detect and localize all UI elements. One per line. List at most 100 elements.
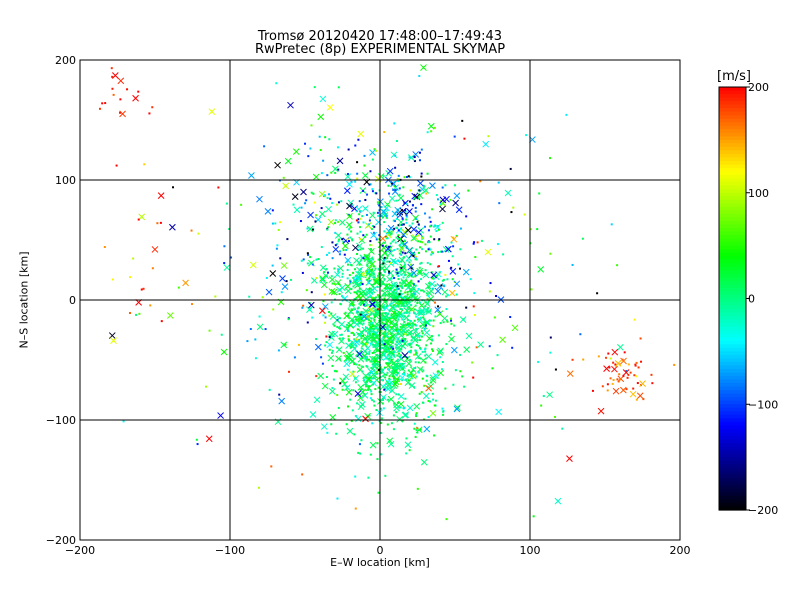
scatter-point — [393, 288, 396, 291]
scatter-point-cross — [410, 226, 418, 233]
scatter-point-cross — [318, 190, 326, 198]
scatter-point-cross — [354, 390, 362, 397]
colorbar-segment — [719, 319, 746, 324]
scatter-point — [367, 476, 370, 479]
scatter-point — [369, 273, 372, 276]
scatter-point — [418, 266, 421, 269]
scatter-point — [412, 353, 415, 356]
scatter-point — [381, 321, 384, 324]
scatter-point — [365, 233, 368, 236]
colorbar-segment — [719, 199, 746, 204]
scatter-point — [361, 370, 364, 373]
scatter-point — [390, 386, 393, 389]
scatter-point — [399, 237, 402, 240]
scatter-point — [512, 206, 515, 209]
scatter-point — [427, 241, 430, 244]
scatter-point-cross — [391, 322, 398, 330]
colorbar-segment — [719, 217, 746, 222]
scatter-point — [383, 373, 386, 376]
scatter-point — [366, 315, 369, 318]
scatter-point — [403, 371, 406, 374]
scatter-point — [300, 206, 303, 209]
scatter-point — [472, 305, 475, 308]
scatter-point — [365, 213, 368, 216]
scatter-point — [366, 193, 369, 196]
scatter-point-cross — [406, 372, 414, 380]
scatter-point — [370, 341, 373, 344]
scatter-point-cross — [319, 95, 327, 103]
scatter-point-cross — [511, 324, 519, 332]
scatter-point — [346, 277, 349, 280]
scatter-point — [446, 278, 449, 281]
scatter-point — [387, 349, 390, 352]
scatter-point — [351, 238, 354, 241]
scatter-point-cross — [111, 72, 119, 79]
x-axis-label: E–W location [km] — [330, 556, 430, 569]
scatter-point — [398, 293, 401, 296]
scatter-point — [354, 268, 357, 271]
scatter-point-cross — [151, 246, 159, 253]
scatter-point — [414, 210, 417, 213]
scatter-point — [390, 230, 393, 233]
scatter-point-cross — [344, 173, 352, 180]
scatter-point — [400, 223, 403, 226]
colorbar-segment — [719, 495, 746, 501]
scatter-point — [424, 225, 427, 228]
scatter-point — [401, 419, 404, 422]
scatter-point — [376, 442, 379, 445]
scatter-point — [401, 362, 404, 365]
scatter-point — [399, 325, 402, 328]
scatter-point — [328, 348, 331, 351]
scatter-point — [420, 330, 423, 333]
scatter-point — [409, 326, 412, 329]
scatter-point — [432, 276, 435, 279]
scatter-point — [381, 244, 384, 247]
scatter-point — [376, 211, 379, 214]
scatter-point-cross — [364, 222, 372, 229]
colorbar-segment — [719, 94, 746, 99]
scatter-point-cross — [328, 387, 336, 395]
scatter-point — [601, 385, 604, 388]
scatter-point — [579, 333, 582, 336]
scatter-point — [367, 282, 370, 285]
scatter-point — [433, 126, 436, 129]
scatter-point — [356, 307, 359, 310]
scatter-point — [301, 271, 304, 274]
scatter-point — [422, 184, 425, 187]
scatter-point — [366, 365, 369, 368]
scatter-point-cross — [355, 415, 362, 423]
scatter-point-cross — [423, 318, 431, 326]
scatter-point-cross — [274, 161, 281, 169]
scatter-point — [350, 419, 353, 422]
scatter-point — [405, 295, 408, 298]
scatter-point — [362, 338, 365, 341]
scatter-point — [111, 278, 114, 281]
scatter-point — [388, 272, 391, 275]
scatter-point — [372, 272, 375, 275]
scatter-point — [401, 318, 404, 321]
scatter-point — [388, 192, 391, 195]
scatter-point — [410, 335, 413, 338]
scatter-point — [362, 311, 365, 314]
scatter-point-cross — [407, 154, 415, 161]
scatter-point — [431, 348, 434, 351]
scatter-point-cross — [620, 386, 627, 394]
scatter-point — [362, 365, 365, 368]
scatter-point — [352, 370, 355, 373]
scatter-point — [341, 272, 344, 275]
scatter-point — [377, 202, 380, 205]
scatter-point-cross — [334, 271, 341, 278]
colorbar-segment — [719, 443, 746, 448]
scatter-point — [383, 241, 386, 244]
scatter-point — [335, 370, 338, 373]
scatter-point-cross — [390, 312, 398, 320]
scatter-point — [445, 308, 448, 311]
scatter-point — [353, 291, 356, 294]
scatter-point — [293, 356, 296, 359]
scatter-point-cross — [391, 188, 399, 196]
scatter-point — [383, 388, 386, 391]
scatter-point — [372, 327, 375, 330]
scatter-point — [349, 226, 352, 229]
scatter-point-cross — [335, 355, 342, 362]
scatter-point — [387, 293, 390, 296]
